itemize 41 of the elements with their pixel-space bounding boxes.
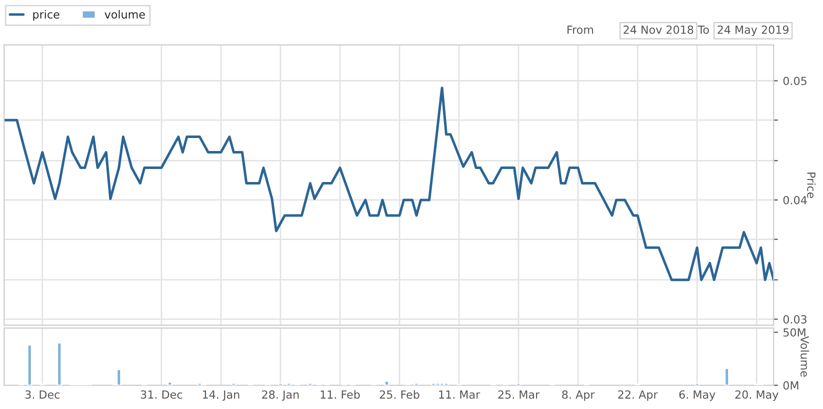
x-tick-label: 20. May [735,390,778,401]
x-tick-label: 28. Jan [262,390,299,401]
y-tick-label: 0.05 [783,76,806,86]
y-tick-label: 0.04 [783,196,807,204]
bar [414,382,420,386]
x-tick-label: 11. Feb [320,390,360,399]
x-tick-label: 25. Mar [498,390,540,399]
legend-label: price [33,10,60,21]
text: 24 May 2019 [718,25,788,36]
bar [27,344,32,386]
y2-axis-title: Volume [800,336,810,377]
text: To [698,26,709,34]
bar [724,368,730,386]
bar [444,382,449,386]
text: From [568,26,594,34]
bar [231,382,236,386]
bar [516,382,522,386]
bar [384,380,390,386]
bar [694,382,700,386]
x-tick-label: 22. Apr [618,390,658,401]
bar [308,382,313,386]
y-axis-title: Price [807,172,816,198]
bar [116,368,122,386]
x-tick-label: 11. Mar [439,390,480,399]
x-tick-label: 3. Dec [25,390,60,399]
bar [197,382,202,386]
x-tick-label: 6. May [679,390,716,401]
line-series [4,86,774,282]
y-tick-label: 50M [784,328,806,337]
bar [167,381,173,386]
x-tick-label: 8. Apr [562,390,595,401]
x-tick-label: 14. Jan [202,390,240,401]
y-tick-label: 0M [783,381,798,390]
x-tick-label: 25. Feb [380,390,420,399]
text: 24 Nov 2018 [624,25,694,34]
y-tick-label: 0.03 [783,315,806,324]
bar [278,382,284,386]
legend-label: volume [104,10,145,19]
x-tick-label: 31. Dec [140,390,182,399]
bar [286,382,292,386]
bar [56,342,62,386]
